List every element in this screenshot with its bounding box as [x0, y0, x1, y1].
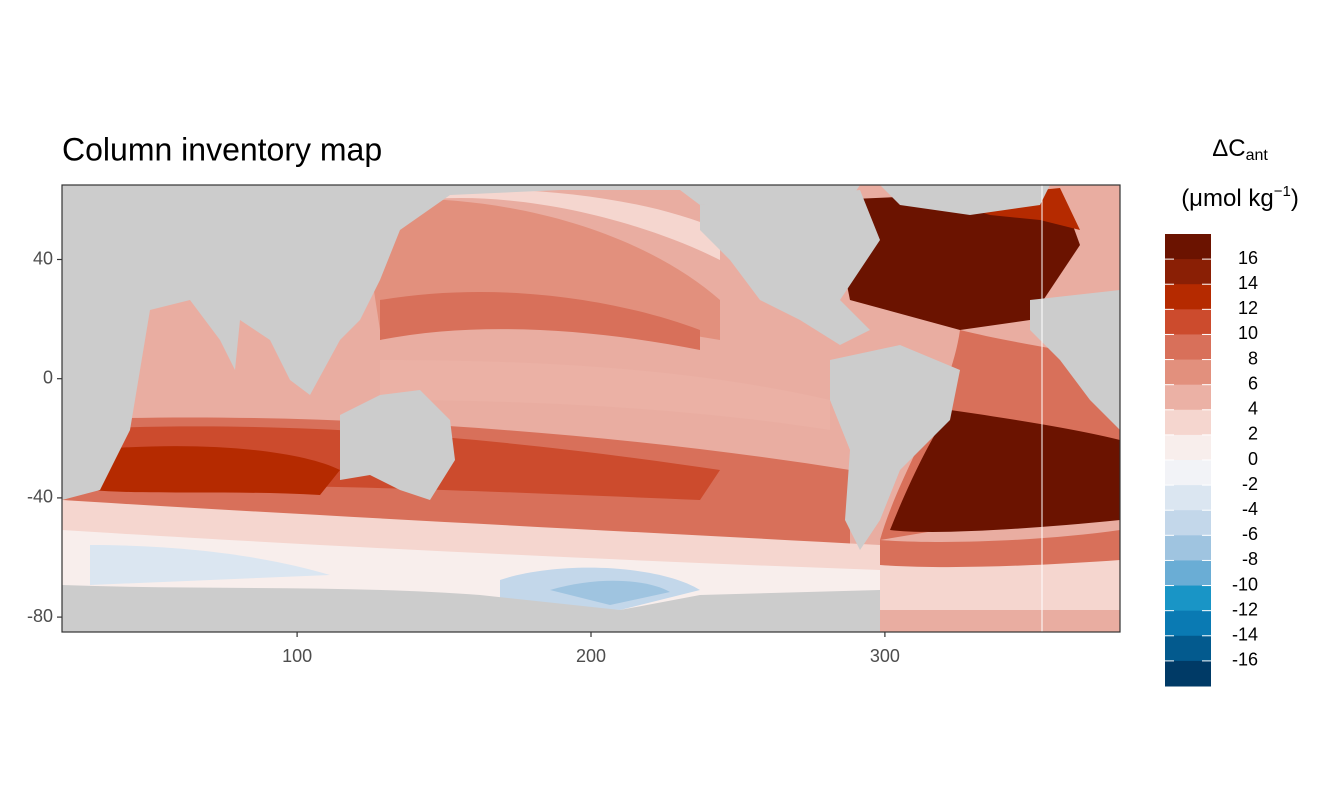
legend-label: 16	[1238, 248, 1258, 268]
map	[62, 185, 1120, 632]
ocean-zone	[550, 580, 670, 605]
legend-swatch	[1165, 535, 1211, 561]
legend-swatch	[1165, 359, 1211, 386]
legend-swatch	[1165, 409, 1211, 436]
legend-swatch	[1165, 234, 1211, 260]
legend-label: 10	[1238, 323, 1258, 343]
legend-title: ΔCant	[1212, 135, 1268, 164]
y-tick-label: -40	[27, 487, 53, 507]
ocean-zone	[380, 291, 700, 350]
ocean-zone	[890, 410, 1120, 532]
y-tick-label: 0	[43, 367, 53, 387]
legend-swatch	[1165, 334, 1211, 361]
chart-title: Column inventory map	[62, 131, 382, 167]
legend-swatch	[1165, 560, 1211, 587]
legend-unit-sup: −1	[1274, 183, 1291, 200]
legend-title-main: ΔC	[1212, 135, 1245, 162]
legend-label: -6	[1242, 524, 1258, 544]
legend-unit-close: )	[1291, 185, 1299, 212]
legend-label: 6	[1248, 373, 1258, 393]
y-tick-label: 40	[33, 248, 53, 268]
legend-swatch	[1165, 284, 1211, 310]
legend-label: 8	[1248, 348, 1258, 368]
legend-swatch	[1165, 635, 1211, 662]
y-tick-label: -80	[27, 606, 53, 626]
legend-swatch	[1165, 610, 1211, 637]
ocean-zone	[420, 188, 720, 260]
ocean-zone	[90, 545, 330, 585]
legend-swatch	[1165, 485, 1211, 511]
legend-label: -10	[1232, 574, 1258, 594]
legend-swatch	[1165, 384, 1211, 411]
x-tick-label: 300	[870, 646, 900, 666]
legend-label: 0	[1248, 449, 1258, 469]
legend-swatch	[1165, 585, 1211, 612]
legend-unit-text: (μmol kg	[1181, 185, 1274, 212]
legend-swatch	[1165, 510, 1211, 536]
ocean-zone	[380, 360, 830, 430]
legend-label: 2	[1248, 424, 1258, 444]
legend-swatch	[1165, 460, 1211, 486]
legend-label: -14	[1232, 625, 1258, 645]
legend-label: 12	[1238, 298, 1258, 318]
ocean-zone	[830, 190, 1080, 330]
legend-label: -4	[1242, 499, 1258, 519]
legend-label: -2	[1242, 474, 1258, 494]
legend-unit: (μmol kg−1)	[1181, 183, 1299, 212]
ocean-zone	[880, 560, 1120, 610]
legend-label: 4	[1248, 399, 1258, 419]
legend-swatch	[1165, 660, 1211, 687]
legend-swatch	[1165, 434, 1211, 461]
legend-label: 14	[1238, 273, 1258, 293]
legend-title-sub: ant	[1246, 147, 1269, 164]
ocean-zone	[90, 446, 340, 495]
legend-label: -16	[1232, 650, 1258, 670]
legend-label: -8	[1242, 549, 1258, 569]
land	[62, 185, 1120, 632]
legend-swatch	[1165, 309, 1211, 335]
x-tick-label: 100	[282, 646, 312, 666]
legend-label: -12	[1232, 599, 1258, 619]
legend-swatch	[1165, 259, 1211, 285]
x-tick-label: 200	[576, 646, 606, 666]
